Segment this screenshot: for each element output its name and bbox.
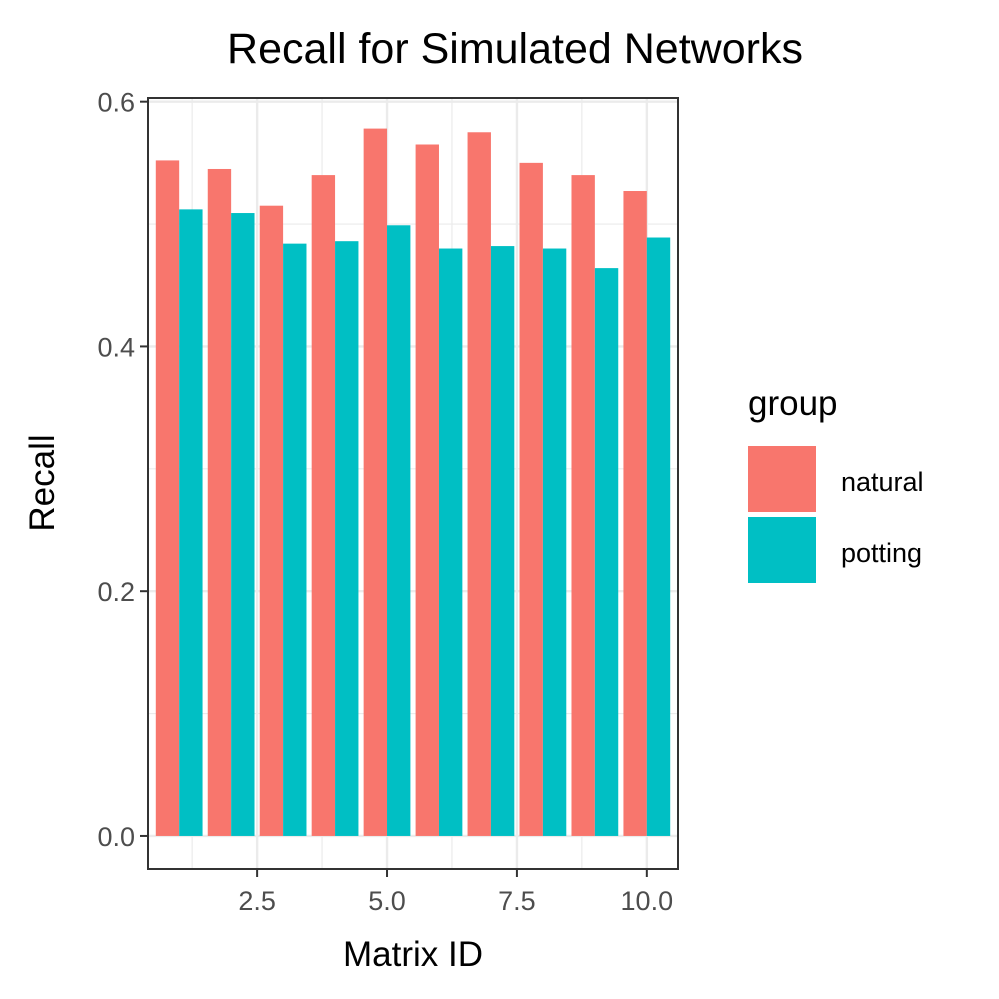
- bar-natural-2: [207, 168, 232, 836]
- bar-natural-9: [571, 175, 595, 836]
- legend-key-potting: [748, 517, 816, 583]
- bar-potting-2: [231, 213, 255, 836]
- y-tick-label: 0.2: [97, 577, 135, 607]
- bar-natural-6: [415, 144, 439, 836]
- axis-layer: 0.0 0.2 0.4 0.6 2.5 5.0 7.5 10.0: [97, 88, 673, 916]
- x-axis-title: Matrix ID: [343, 935, 483, 974]
- bar-natural-7: [467, 132, 491, 836]
- bar-natural-10: [623, 191, 647, 836]
- bar-potting-6: [438, 248, 463, 836]
- bar-potting-10: [646, 237, 671, 836]
- bar-potting-8: [542, 248, 567, 836]
- x-tick-label: 7.5: [498, 886, 536, 916]
- y-tick-label: 0.6: [97, 88, 135, 118]
- legend-label-potting: potting: [841, 538, 922, 568]
- x-tick-label: 10.0: [621, 886, 674, 916]
- y-tick-label: 0.4: [97, 332, 135, 362]
- legend-title: group: [748, 384, 838, 423]
- bar-layer: [155, 128, 671, 836]
- bar-natural-3: [259, 205, 284, 836]
- bar-potting-1: [179, 209, 203, 836]
- bar-potting-9: [594, 268, 619, 836]
- bar-potting-7: [490, 246, 515, 836]
- chart-title: Recall for Simulated Networks: [227, 25, 803, 73]
- legend: group natural potting: [748, 384, 924, 583]
- legend-key-natural: [748, 446, 816, 512]
- bar-natural-4: [311, 175, 336, 836]
- y-axis-title: Recall: [23, 434, 62, 531]
- plot-border: [147, 97, 679, 870]
- x-tick-label: 5.0: [368, 886, 406, 916]
- bar-potting-4: [335, 241, 359, 836]
- bar-natural-8: [519, 162, 543, 836]
- bar-potting-5: [387, 225, 411, 836]
- x-tick-label: 2.5: [238, 886, 276, 916]
- y-tick-label: 0.0: [97, 822, 135, 852]
- legend-label-natural: natural: [841, 467, 924, 497]
- bar-natural-1: [155, 160, 180, 836]
- bar-potting-3: [283, 243, 307, 836]
- bar-natural-5: [363, 128, 388, 836]
